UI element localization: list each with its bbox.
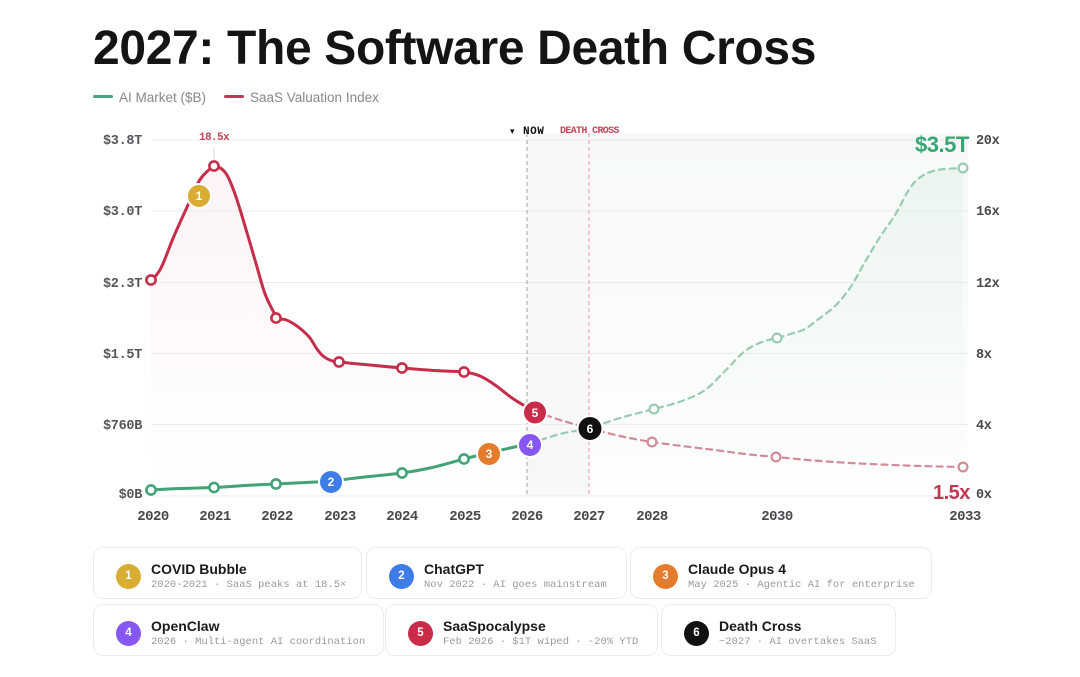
- svg-text:1: 1: [196, 189, 203, 203]
- svg-text:6: 6: [587, 422, 594, 436]
- svg-text:5: 5: [532, 406, 539, 420]
- svg-text:3: 3: [486, 447, 493, 461]
- svg-text:2: 2: [328, 475, 335, 489]
- svg-text:4: 4: [527, 438, 534, 452]
